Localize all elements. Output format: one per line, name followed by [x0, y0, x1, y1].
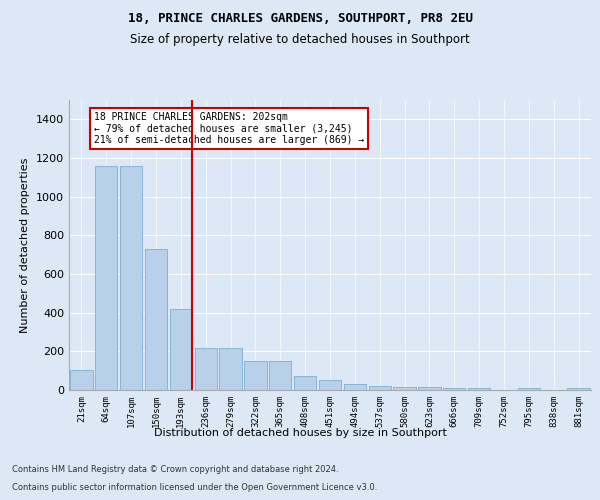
Y-axis label: Number of detached properties: Number of detached properties	[20, 158, 31, 332]
Bar	[194, 348, 217, 390]
Text: Contains public sector information licensed under the Open Government Licence v3: Contains public sector information licen…	[12, 482, 377, 492]
Bar	[468, 388, 490, 390]
Bar	[244, 361, 266, 390]
Text: Distribution of detached houses by size in Southport: Distribution of detached houses by size …	[154, 428, 446, 438]
Bar	[443, 388, 466, 390]
Bar	[170, 309, 192, 390]
Bar	[518, 388, 540, 390]
Text: Size of property relative to detached houses in Southport: Size of property relative to detached ho…	[130, 32, 470, 46]
Bar	[220, 348, 242, 390]
Bar	[394, 386, 416, 390]
Bar	[294, 376, 316, 390]
Bar	[568, 388, 590, 390]
Bar	[319, 380, 341, 390]
Bar	[418, 386, 440, 390]
Text: Contains HM Land Registry data © Crown copyright and database right 2024.: Contains HM Land Registry data © Crown c…	[12, 465, 338, 474]
Bar	[344, 384, 366, 390]
Text: 18, PRINCE CHARLES GARDENS, SOUTHPORT, PR8 2EU: 18, PRINCE CHARLES GARDENS, SOUTHPORT, P…	[128, 12, 473, 26]
Bar	[95, 166, 118, 390]
Bar	[70, 370, 92, 390]
Bar	[269, 361, 292, 390]
Bar	[120, 166, 142, 390]
Text: 18 PRINCE CHARLES GARDENS: 202sqm
← 79% of detached houses are smaller (3,245)
2: 18 PRINCE CHARLES GARDENS: 202sqm ← 79% …	[94, 112, 364, 145]
Bar	[145, 249, 167, 390]
Bar	[368, 386, 391, 390]
